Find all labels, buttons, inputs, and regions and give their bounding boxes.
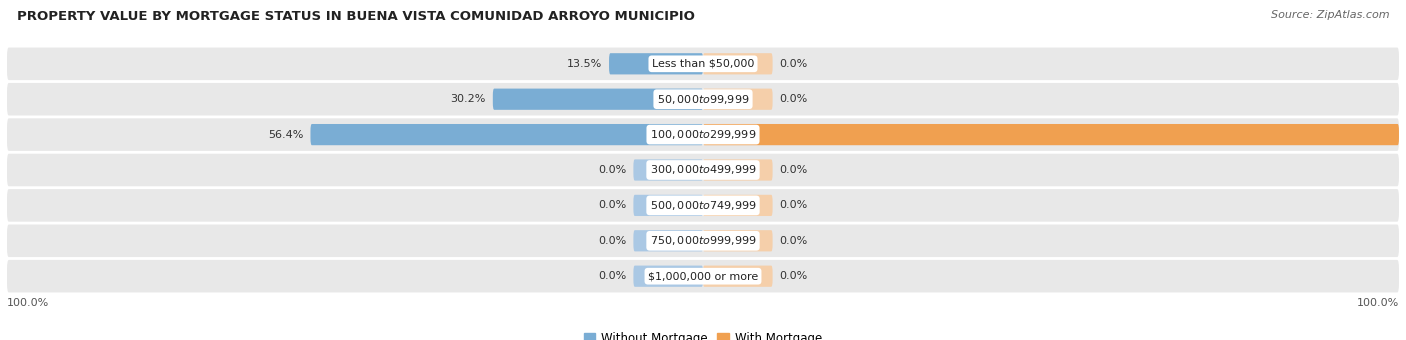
Text: PROPERTY VALUE BY MORTGAGE STATUS IN BUENA VISTA COMUNIDAD ARROYO MUNICIPIO: PROPERTY VALUE BY MORTGAGE STATUS IN BUE… — [17, 10, 695, 23]
FancyBboxPatch shape — [494, 89, 703, 110]
Text: 0.0%: 0.0% — [598, 271, 627, 281]
Text: 0.0%: 0.0% — [598, 236, 627, 246]
FancyBboxPatch shape — [633, 159, 703, 181]
Text: 100.0%: 100.0% — [7, 298, 49, 308]
Text: $100,000 to $299,999: $100,000 to $299,999 — [650, 128, 756, 141]
FancyBboxPatch shape — [703, 230, 773, 251]
Text: 0.0%: 0.0% — [598, 200, 627, 210]
Legend: Without Mortgage, With Mortgage: Without Mortgage, With Mortgage — [579, 328, 827, 340]
Text: $1,000,000 or more: $1,000,000 or more — [648, 271, 758, 281]
Text: $50,000 to $99,999: $50,000 to $99,999 — [657, 93, 749, 106]
FancyBboxPatch shape — [633, 230, 703, 251]
FancyBboxPatch shape — [703, 89, 773, 110]
Text: 0.0%: 0.0% — [779, 200, 808, 210]
FancyBboxPatch shape — [703, 195, 773, 216]
FancyBboxPatch shape — [633, 266, 703, 287]
Text: Less than $50,000: Less than $50,000 — [652, 59, 754, 69]
FancyBboxPatch shape — [7, 260, 1399, 292]
Text: 30.2%: 30.2% — [450, 94, 486, 104]
Text: $750,000 to $999,999: $750,000 to $999,999 — [650, 234, 756, 247]
Text: 0.0%: 0.0% — [779, 236, 808, 246]
Text: 0.0%: 0.0% — [779, 165, 808, 175]
Text: 56.4%: 56.4% — [269, 130, 304, 140]
FancyBboxPatch shape — [703, 159, 773, 181]
FancyBboxPatch shape — [7, 48, 1399, 80]
Text: 0.0%: 0.0% — [598, 165, 627, 175]
Text: Source: ZipAtlas.com: Source: ZipAtlas.com — [1271, 10, 1389, 20]
FancyBboxPatch shape — [7, 83, 1399, 116]
FancyBboxPatch shape — [7, 189, 1399, 222]
Text: 100.0%: 100.0% — [1357, 298, 1399, 308]
Text: $300,000 to $499,999: $300,000 to $499,999 — [650, 164, 756, 176]
FancyBboxPatch shape — [7, 154, 1399, 186]
FancyBboxPatch shape — [7, 118, 1399, 151]
FancyBboxPatch shape — [633, 195, 703, 216]
Text: 0.0%: 0.0% — [779, 271, 808, 281]
FancyBboxPatch shape — [703, 266, 773, 287]
Text: 0.0%: 0.0% — [779, 94, 808, 104]
FancyBboxPatch shape — [7, 224, 1399, 257]
FancyBboxPatch shape — [609, 53, 703, 74]
FancyBboxPatch shape — [703, 53, 773, 74]
FancyBboxPatch shape — [311, 124, 703, 145]
Text: 13.5%: 13.5% — [567, 59, 602, 69]
Text: $500,000 to $749,999: $500,000 to $749,999 — [650, 199, 756, 212]
FancyBboxPatch shape — [703, 124, 1399, 145]
Text: 0.0%: 0.0% — [779, 59, 808, 69]
